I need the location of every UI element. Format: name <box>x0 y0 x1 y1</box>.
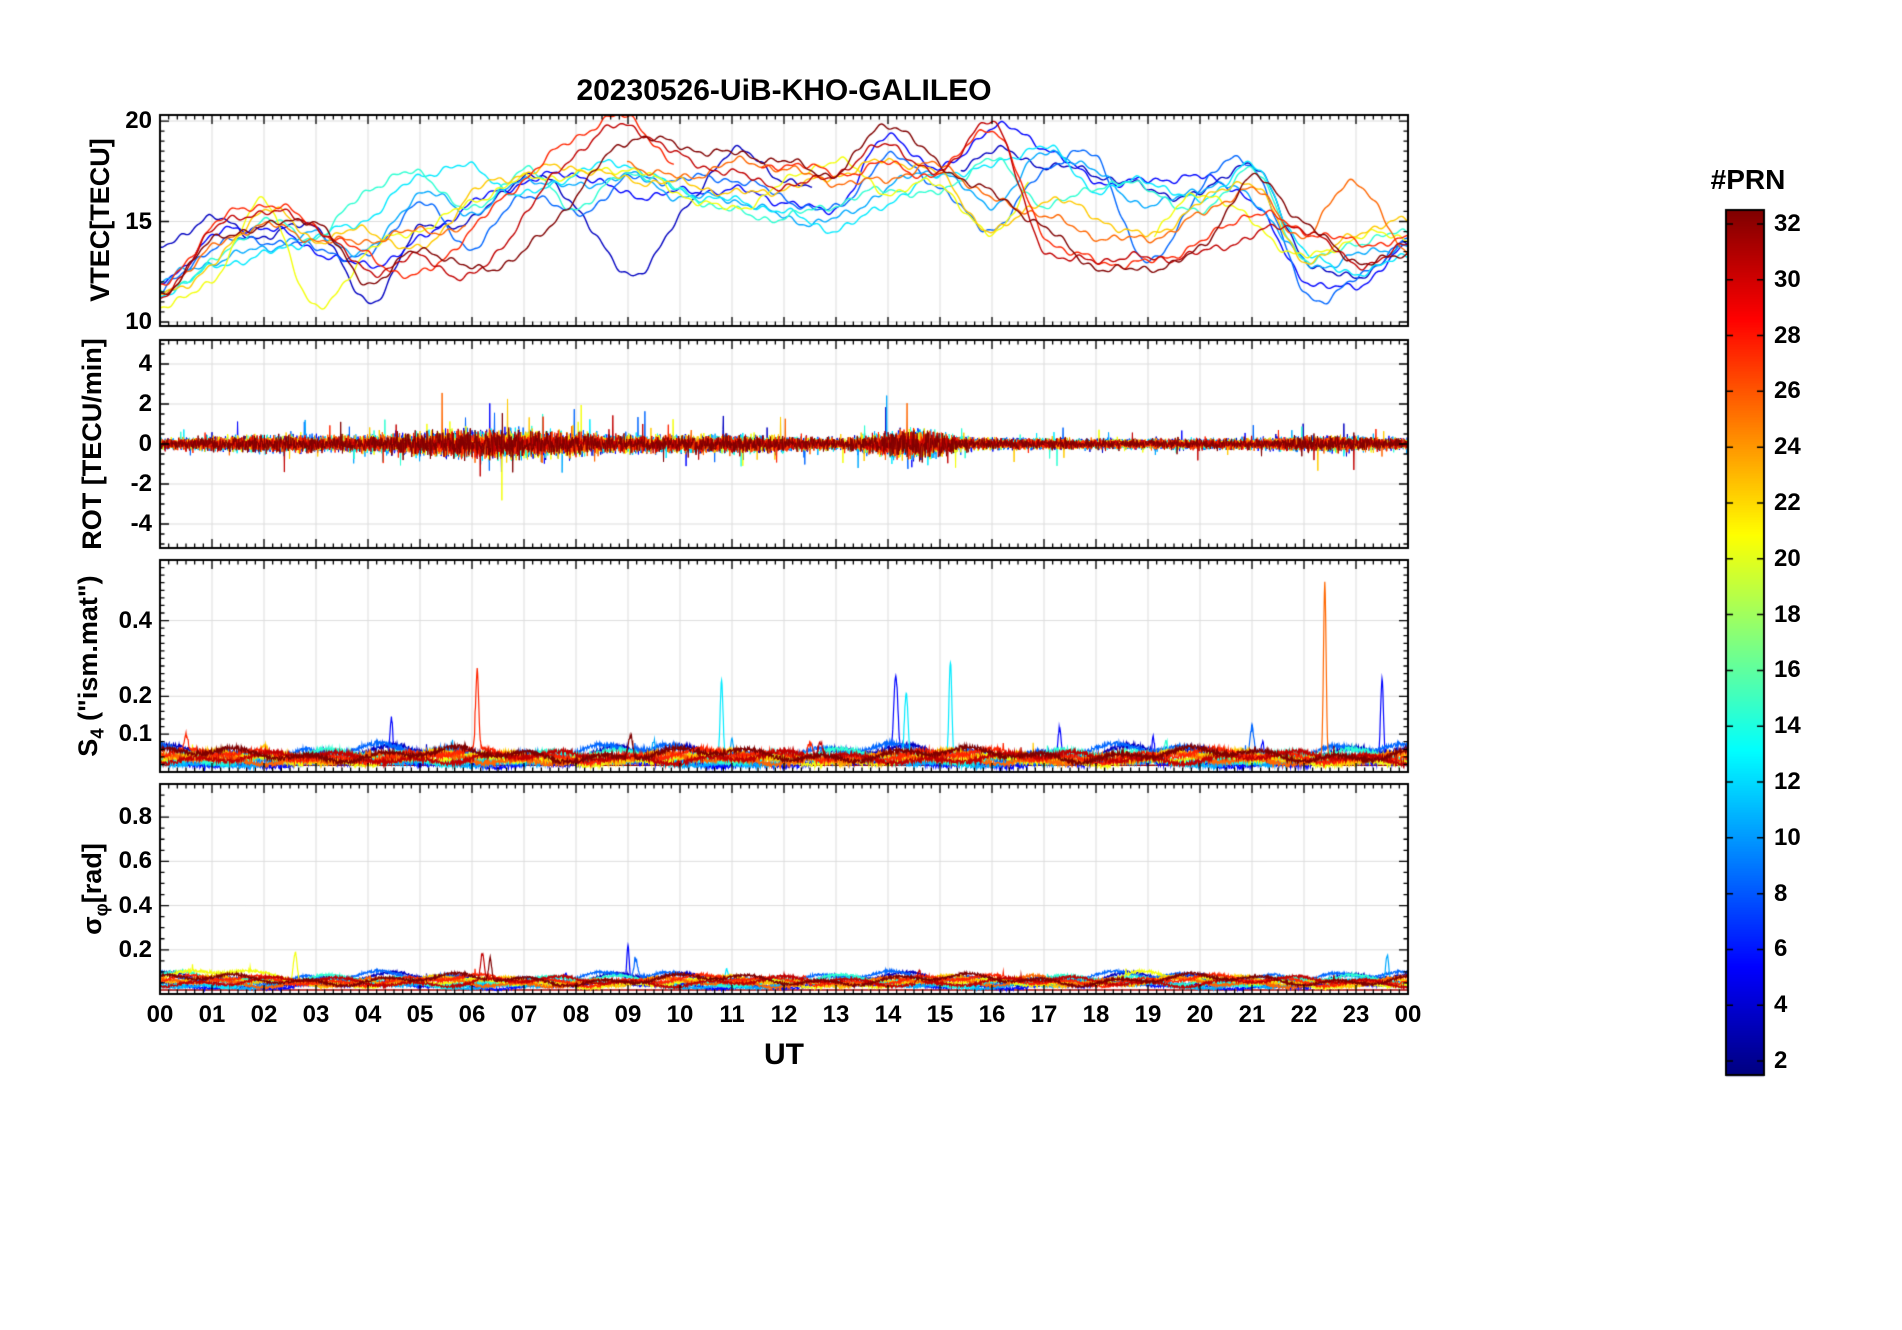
y-tick-label: -4 <box>130 510 152 537</box>
y-tick-label: 0.6 <box>118 847 152 875</box>
x-tick-label: 02 <box>250 1001 278 1028</box>
colorbar-tick-label: 28 <box>1774 321 1801 349</box>
y-tick-label: 0.2 <box>118 682 152 710</box>
y-tick-label: 0.1 <box>118 720 152 748</box>
xlabel-ut: UT <box>764 1038 804 1071</box>
colorbar-tick-label: 30 <box>1774 265 1801 293</box>
y-tick-label: 20 <box>125 107 152 135</box>
y-tick-label: 4 <box>138 350 152 377</box>
x-tick-label: 05 <box>406 1001 434 1028</box>
x-tick-label: 21 <box>1238 1001 1266 1028</box>
y-tick-label: 10 <box>125 307 152 335</box>
x-tick-label: 12 <box>770 1001 798 1028</box>
x-tick-label: 11 <box>719 1001 745 1028</box>
colorbar-tick-label: 18 <box>1774 600 1801 628</box>
colorbar-tick-label: 12 <box>1774 768 1801 796</box>
x-tick-label: 18 <box>1082 1001 1110 1028</box>
colorbar-tick-label: 16 <box>1774 656 1801 684</box>
x-tick-label: 22 <box>1290 1001 1318 1028</box>
y-tick-label: 0.4 <box>118 891 152 919</box>
x-tick-label: 00 <box>146 1001 174 1028</box>
colorbar-tick-label: 14 <box>1774 712 1801 740</box>
x-tick-label: 01 <box>198 1001 226 1028</box>
colorbar-tick-label: 2 <box>1774 1047 1788 1075</box>
x-tick-label: 09 <box>614 1001 642 1028</box>
colorbar-tick-label: 10 <box>1774 823 1801 851</box>
colorbar-tick-label: 22 <box>1774 488 1801 516</box>
colorbar-tick-label: 24 <box>1774 433 1801 461</box>
colorbar-tick-label: 20 <box>1774 544 1801 572</box>
colorbar-tick-label: 26 <box>1774 377 1801 405</box>
y-tick-label: 0.8 <box>118 803 152 831</box>
x-tick-label: 04 <box>354 1001 382 1028</box>
x-tick-label: 10 <box>666 1001 694 1028</box>
y-tick-label: 0 <box>138 430 152 457</box>
y-tick-label: 2 <box>138 390 152 417</box>
x-tick-label: 23 <box>1342 1001 1370 1028</box>
chart-title: 20230526-UiB-KHO-GALILEO <box>576 74 992 107</box>
ylabel-sigma-phi: σφ[rad] <box>74 739 111 1039</box>
colorbar-tick-label: 6 <box>1774 935 1788 963</box>
x-tick-label: 07 <box>510 1001 538 1028</box>
x-tick-label: 17 <box>1030 1001 1058 1028</box>
x-tick-label: 08 <box>562 1001 590 1028</box>
x-tick-label: 19 <box>1134 1001 1162 1028</box>
y-tick-label: 0.2 <box>118 935 152 963</box>
x-tick-label: 03 <box>302 1001 330 1028</box>
colorbar-tick-label: 4 <box>1774 991 1788 1019</box>
x-tick-label: 00 <box>1394 1001 1422 1028</box>
x-tick-label: 20 <box>1186 1001 1214 1028</box>
x-tick-label: 14 <box>874 1001 902 1028</box>
colorbar-tick-label: 32 <box>1774 209 1801 237</box>
x-tick-label: 06 <box>458 1001 486 1028</box>
x-tick-label: 16 <box>978 1001 1006 1028</box>
y-tick-label: 0.4 <box>118 606 152 634</box>
y-tick-label: 15 <box>125 207 152 235</box>
colorbar-tick-label: 8 <box>1774 879 1788 907</box>
x-tick-label: 13 <box>822 1001 850 1028</box>
colorbar-label: #PRN <box>1710 164 1786 195</box>
x-tick-label: 15 <box>926 1001 954 1028</box>
y-tick-label: -2 <box>130 470 152 497</box>
